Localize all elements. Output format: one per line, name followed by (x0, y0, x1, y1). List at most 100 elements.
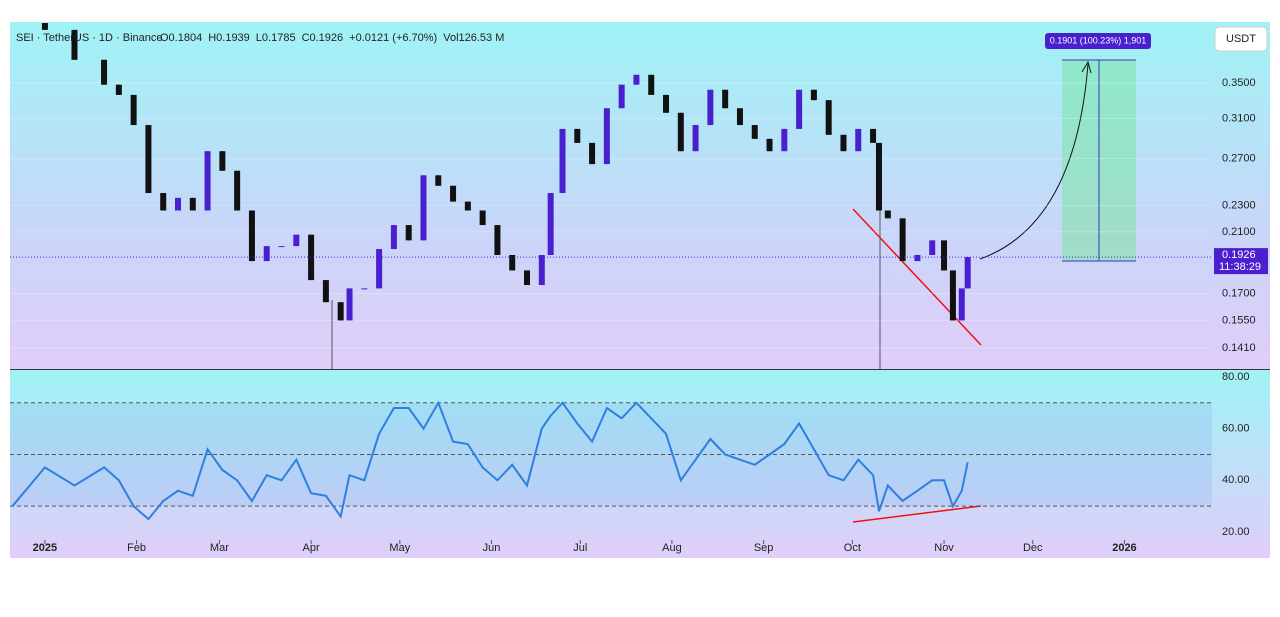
candle (825, 100, 832, 135)
candle (248, 210, 255, 262)
candle (547, 192, 554, 255)
candle (964, 257, 971, 289)
y-tick-label: 0.1700 (1222, 287, 1256, 299)
rsi-pane (10, 370, 1270, 558)
candle (479, 210, 486, 226)
candle (174, 197, 181, 211)
candle (875, 142, 882, 211)
candle (855, 128, 862, 152)
candle (101, 59, 108, 85)
candle (538, 254, 545, 286)
candle (115, 84, 122, 95)
candle (692, 125, 699, 152)
x-tick-label: Apr (303, 542, 320, 554)
ohlc-value: Vol126.53 M (443, 32, 504, 44)
ohlc-value: +0.0121 (+6.70%) (349, 32, 437, 44)
candle (346, 288, 353, 321)
candle (884, 210, 891, 219)
currency-button[interactable] (1214, 26, 1268, 52)
y-tick-label: 0.1410 (1222, 342, 1256, 354)
candle (870, 128, 877, 143)
y-tick-label: 80.00 (1222, 371, 1250, 383)
candle (618, 84, 625, 109)
x-tick-label: Aug (662, 542, 682, 554)
candle (464, 201, 471, 211)
candle (766, 138, 773, 152)
candle (736, 108, 743, 126)
rsi-band (10, 402, 1212, 507)
last-price: 0.1926 (1222, 249, 1256, 261)
candle (559, 128, 566, 193)
candle (130, 94, 137, 126)
candle (405, 225, 412, 241)
candle (450, 185, 457, 202)
price-pane (10, 22, 1270, 369)
candle (278, 246, 285, 248)
candle (204, 151, 211, 211)
y-tick-label: 60.00 (1222, 423, 1250, 435)
candle (633, 74, 640, 85)
x-tick-label: Oct (844, 542, 861, 554)
y-tick-label: 40.00 (1222, 474, 1250, 486)
candle (160, 192, 167, 211)
candle (751, 125, 758, 139)
candle (663, 94, 670, 113)
x-tick-label: 2025 (33, 542, 57, 554)
candle (337, 302, 344, 321)
candle (322, 280, 329, 303)
candle (41, 23, 48, 30)
ohlc-value: L0.1785 (256, 32, 296, 44)
y-tick-label: 0.2300 (1222, 199, 1256, 211)
candle (677, 112, 684, 152)
x-tick-label: May (389, 542, 410, 554)
candle (189, 197, 196, 211)
candle (796, 89, 803, 129)
candle (603, 108, 610, 165)
y-tick-label: 0.2700 (1222, 153, 1256, 165)
symbol: SEI · TetherUS · 1D · Binance (16, 32, 163, 44)
candle (574, 128, 581, 143)
candle (840, 134, 847, 152)
candle (420, 175, 427, 241)
candle (361, 288, 368, 290)
trendline (852, 208, 982, 346)
ohlc-value: O0.1804 (160, 32, 202, 44)
candle (293, 234, 300, 247)
x-tick-label: Mar (210, 542, 229, 554)
y-tick-label: 0.2100 (1222, 226, 1256, 238)
rsi-trendline (852, 505, 982, 523)
currency[interactable]: USDT (1226, 33, 1256, 45)
x-tick-label: Sep (754, 542, 774, 554)
candle (376, 249, 383, 289)
candle (781, 128, 788, 152)
price-badge (1214, 248, 1268, 275)
candle (435, 175, 442, 186)
candle (941, 240, 948, 271)
candle (390, 225, 397, 250)
x-tick-label: Feb (127, 542, 146, 554)
ohlc-value: C0.1926 (302, 32, 344, 44)
candle (494, 225, 501, 255)
candle (958, 288, 965, 321)
candle (949, 270, 956, 321)
x-tick-label: Nov (934, 542, 954, 554)
candle (707, 89, 714, 126)
candle (509, 254, 516, 271)
candle (929, 240, 936, 255)
projection-arrowhead (1081, 60, 1092, 74)
candle (722, 89, 729, 109)
candle (263, 246, 270, 262)
candle (524, 270, 531, 286)
x-tick-label: Jun (483, 542, 501, 554)
y-tick-label: 20.00 (1222, 526, 1250, 538)
x-tick-label: Jul (573, 542, 587, 554)
countdown: 11:38:29 (1219, 261, 1261, 273)
candle (589, 142, 596, 165)
candle (219, 151, 226, 171)
target-badge (1045, 33, 1151, 49)
candle (914, 254, 921, 262)
ohlc-value: H0.1939 (208, 32, 250, 44)
y-tick-label: 0.1550 (1222, 314, 1256, 326)
y-tick-label: 0.3100 (1222, 112, 1256, 124)
